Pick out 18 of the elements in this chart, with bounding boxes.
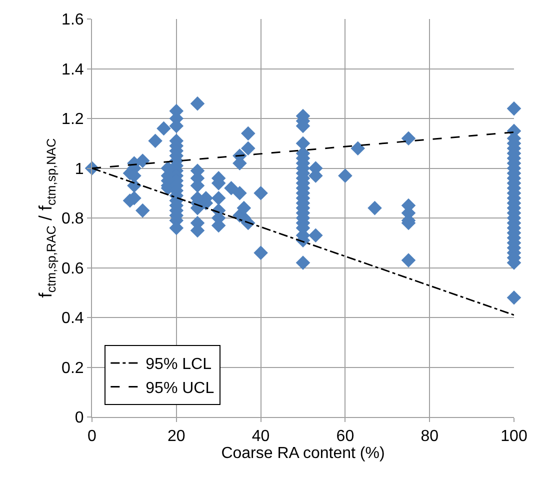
x-tick-label: 100 (500, 428, 528, 446)
y-tick-label: 1.6 (62, 12, 84, 29)
y-tick-label: 1.2 (62, 111, 84, 128)
y-tick-label: 0.8 (62, 210, 84, 228)
legend-label: 95% LCL (146, 356, 212, 374)
x-tick-label: 60 (336, 428, 354, 446)
x-tick-label: 20 (168, 428, 186, 446)
y-tick-label: 0.2 (62, 360, 84, 377)
legend-label: 95% UCL (146, 380, 214, 397)
y-tick-label: 0.4 (62, 310, 84, 328)
x-tick-label: 40 (252, 428, 270, 446)
y-tick-label: 0 (74, 410, 84, 427)
y-tick-label: 1.4 (62, 61, 84, 78)
y-tick-label: 1 (74, 160, 84, 178)
y-tick-label: 0.6 (62, 260, 84, 278)
x-tick-label: 80 (420, 428, 439, 446)
x-axis-title: Coarse RA content (%) (221, 445, 385, 462)
x-tick-label: 0 (88, 428, 97, 446)
